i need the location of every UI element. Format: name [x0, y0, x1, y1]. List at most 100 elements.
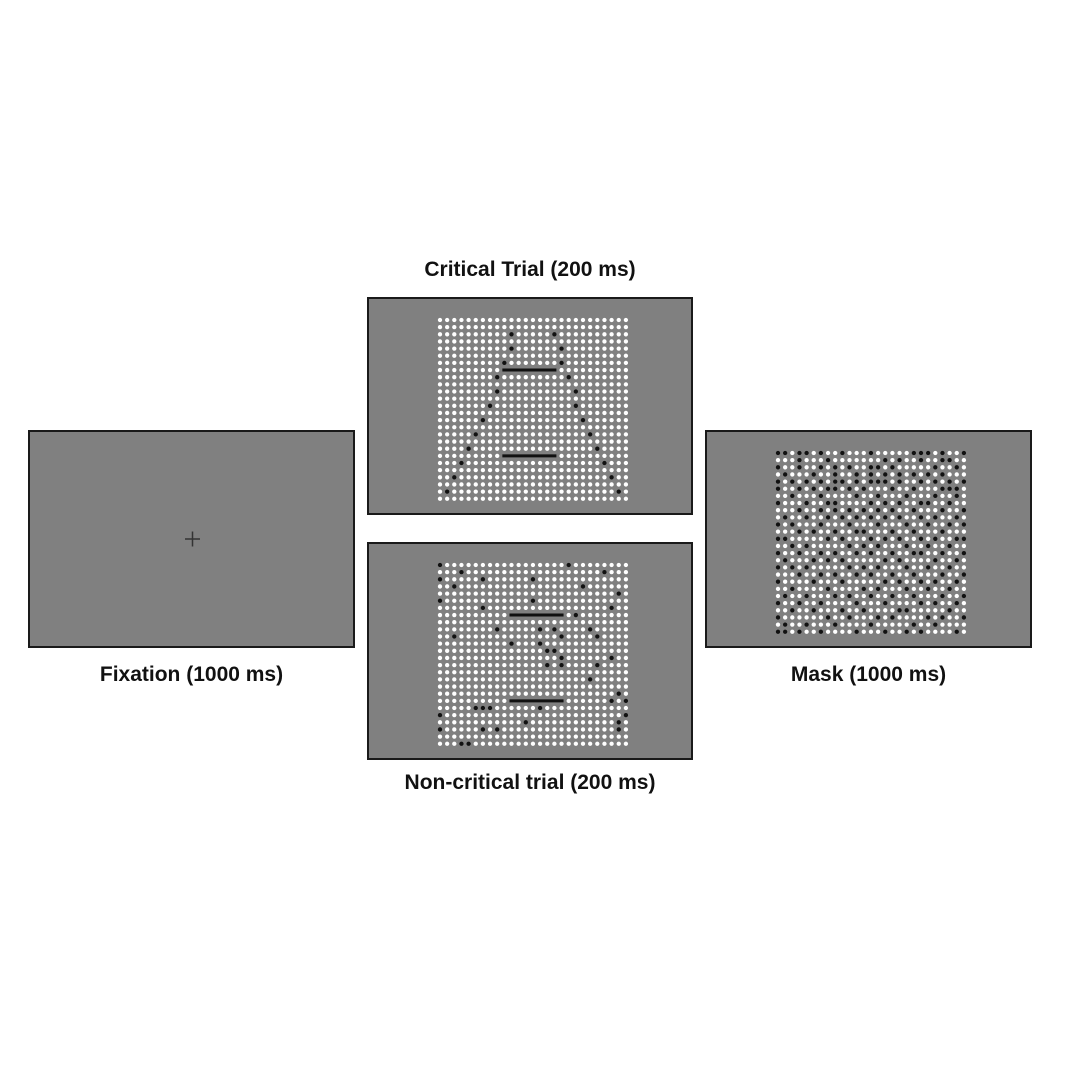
white-dot: [445, 403, 450, 408]
white-dot: [502, 705, 507, 711]
white-dot: [552, 584, 557, 589]
white-dot: [516, 468, 521, 473]
white-dot: [933, 472, 938, 477]
white-dot: [552, 620, 557, 625]
black-dot: [797, 550, 802, 556]
black-dot: [811, 486, 816, 491]
white-dot: [602, 655, 607, 661]
white-dot: [580, 691, 586, 696]
white-dot: [623, 670, 629, 675]
white-dot: [911, 615, 916, 620]
white-dot: [509, 713, 514, 718]
white-dot: [559, 577, 564, 582]
white-dot: [487, 677, 493, 682]
white-dot: [847, 450, 852, 456]
white-dot: [947, 572, 952, 577]
black-dot: [918, 629, 924, 634]
white-dot: [783, 500, 788, 506]
black-dot: [552, 648, 557, 653]
white-dot: [602, 713, 607, 718]
white-dot: [495, 562, 500, 568]
white-dot: [559, 339, 564, 344]
white-dot: [811, 493, 816, 499]
white-dot: [445, 720, 450, 725]
white-dot: [445, 425, 450, 430]
white-dot: [588, 727, 593, 732]
black-dot: [861, 529, 866, 534]
white-dot: [523, 641, 528, 646]
white-dot: [811, 458, 816, 463]
white-dot: [573, 367, 578, 373]
white-dot: [588, 684, 593, 689]
white-dot: [502, 648, 507, 653]
white-dot: [437, 432, 443, 437]
white-dot: [502, 605, 507, 611]
white-dot: [445, 339, 450, 344]
white-dot: [623, 353, 629, 358]
white-dot: [480, 396, 486, 401]
black-dot: [883, 601, 888, 606]
black-dot: [790, 586, 795, 591]
black-dot: [797, 529, 802, 534]
white-dot: [616, 482, 621, 487]
white-dot: [487, 353, 493, 358]
white-dot: [783, 572, 788, 577]
white-dot: [933, 500, 938, 506]
black-dot: [875, 479, 881, 484]
white-dot: [961, 493, 967, 499]
white-dot: [509, 417, 514, 423]
white-dot: [573, 698, 578, 703]
white-dot: [459, 489, 464, 494]
white-dot: [559, 591, 564, 596]
white-dot: [804, 572, 809, 577]
white-dot: [552, 496, 557, 501]
white-dot: [473, 460, 478, 466]
white-dot: [783, 493, 788, 499]
white-dot: [918, 586, 924, 591]
white-dot: [509, 489, 514, 494]
white-dot: [552, 489, 557, 494]
white-dot: [452, 403, 457, 408]
white-dot: [452, 489, 457, 494]
white-dot: [559, 598, 564, 603]
white-dot: [552, 325, 557, 330]
white-dot: [861, 550, 866, 556]
black-dot: [775, 465, 781, 470]
white-dot: [523, 734, 528, 739]
white-dot: [452, 670, 457, 675]
white-dot: [609, 496, 614, 501]
white-dot: [516, 403, 521, 408]
white-dot: [868, 629, 874, 634]
white-dot: [897, 486, 902, 491]
white-dot: [580, 410, 586, 416]
white-dot: [509, 627, 514, 632]
white-dot: [516, 605, 521, 611]
white-dot: [818, 565, 824, 570]
white-dot: [487, 382, 493, 387]
white-dot: [502, 662, 507, 668]
white-dot: [954, 615, 959, 620]
white-dot: [854, 615, 859, 620]
white-dot: [609, 389, 614, 394]
white-dot: [509, 339, 514, 344]
white-dot: [445, 453, 450, 458]
white-dot: [804, 522, 809, 527]
white-dot: [818, 622, 824, 627]
black-dot: [473, 705, 478, 711]
white-dot: [437, 453, 443, 458]
white-dot: [623, 410, 629, 416]
white-dot: [616, 670, 621, 675]
white-dot: [609, 627, 614, 632]
white-dot: [623, 612, 629, 618]
white-dot: [804, 529, 809, 534]
white-dot: [502, 670, 507, 675]
white-dot: [602, 684, 607, 689]
white-dot: [883, 572, 888, 577]
white-dot: [452, 360, 457, 366]
white-dot: [616, 375, 621, 380]
white-dot: [616, 325, 621, 330]
white-dot: [573, 317, 578, 323]
white-dot: [473, 662, 478, 668]
white-dot: [580, 713, 586, 718]
white-dot: [437, 627, 443, 632]
